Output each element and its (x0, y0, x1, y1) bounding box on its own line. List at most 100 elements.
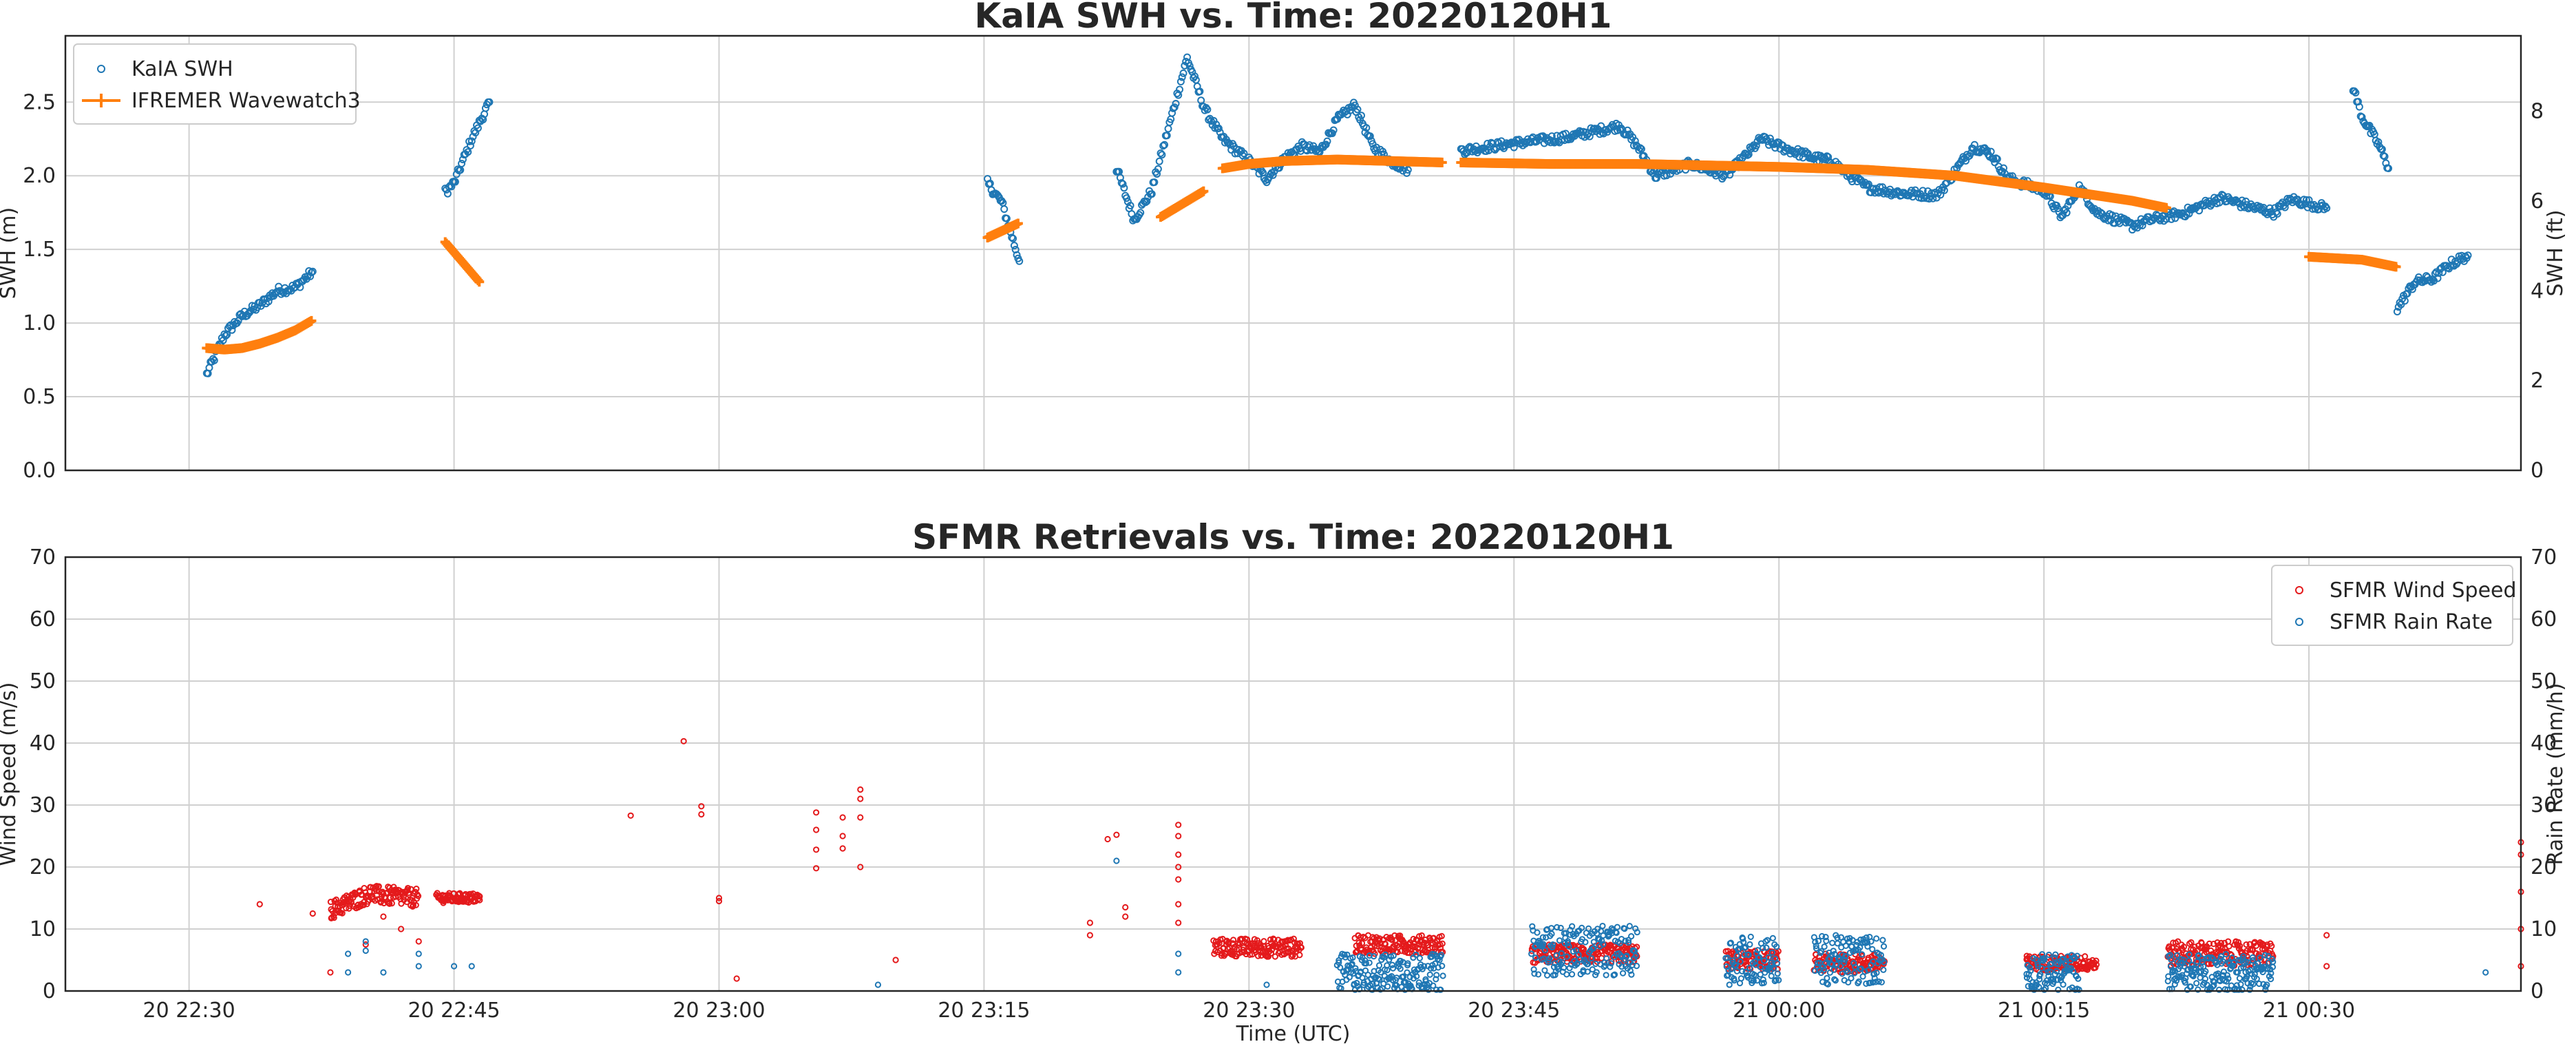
y-right-tick-label: 4 (2531, 279, 2544, 303)
data-point (1824, 153, 1833, 161)
data-point (413, 886, 420, 892)
data-point (1229, 937, 1237, 943)
data-point (1161, 140, 1169, 149)
data-point (2323, 204, 2331, 212)
y-right-tick-label: 8 (2531, 100, 2544, 124)
data-point (1357, 112, 1365, 120)
data-point (2352, 89, 2360, 97)
y-tick-label: 0.5 (23, 385, 56, 409)
data-point (210, 356, 218, 364)
data-point (1296, 952, 1303, 959)
data-point (388, 900, 395, 907)
data-point (2393, 307, 2401, 315)
data-point (1355, 939, 1362, 946)
data-point (2273, 209, 2281, 218)
series-1-marks (202, 154, 2401, 355)
data-point (1126, 201, 1134, 209)
data-point (1120, 184, 1128, 192)
legend-label-wavewatch3: IFREMER Wavewatch3 (131, 89, 361, 113)
data-point (458, 160, 466, 168)
y-tick-label: 2.5 (23, 90, 56, 114)
data-point (1179, 69, 1187, 77)
data-point (2266, 204, 2274, 212)
data-point (1329, 126, 1338, 134)
data-point (228, 326, 236, 334)
data-point (1510, 143, 1518, 152)
data-point (1269, 171, 1277, 179)
data-point (1015, 257, 1024, 265)
data-point (1159, 142, 1168, 150)
data-point (2350, 87, 2358, 95)
data-point (2400, 297, 2409, 305)
data-point (1993, 155, 2001, 163)
data-point (1983, 147, 1992, 155)
data-point (1143, 197, 1151, 205)
swh-left-y-ticks: 0.0 0.5 1.0 1.5 2.0 2.5 (23, 90, 56, 483)
data-point (369, 893, 376, 900)
data-point (307, 269, 315, 277)
data-point (304, 272, 312, 280)
data-point (412, 901, 419, 908)
data-point (1203, 105, 1212, 114)
data-point (346, 902, 353, 909)
data-point (2374, 138, 2383, 146)
swh-right-y-ticks: 0 2 4 6 8 (2531, 100, 2544, 483)
data-point (2403, 289, 2411, 297)
data-point (410, 901, 416, 909)
data-point (1616, 125, 1624, 134)
data-point (1395, 943, 1402, 951)
data-point (1216, 939, 1223, 947)
data-point (1372, 143, 1380, 152)
data-point (222, 332, 230, 340)
data-point (1000, 205, 1009, 213)
data-point (1170, 103, 1179, 112)
data-point (1185, 62, 1194, 70)
data-point (1140, 197, 1148, 205)
data-point (1010, 242, 1018, 250)
data-point (1267, 950, 1275, 957)
swh-legend-box (73, 43, 357, 125)
data-point (2219, 191, 2227, 200)
data-point (332, 896, 339, 904)
series-line (1159, 188, 1207, 220)
data-point (1353, 105, 1362, 114)
data-point (2281, 203, 2289, 211)
y-right-tick-label: 6 (2531, 189, 2544, 213)
data-point (1548, 132, 1556, 140)
sfmr-marks (256, 738, 2524, 993)
data-point (1561, 129, 1570, 138)
data-point (1917, 194, 1925, 202)
data-point (451, 178, 459, 186)
series-line (1461, 159, 2168, 211)
data-point (2062, 209, 2071, 217)
data-point (466, 142, 474, 150)
data-point (456, 890, 463, 897)
y-tick-label: 2.0 (23, 164, 56, 188)
data-point (2358, 113, 2366, 121)
y-tick-label: 1.5 (23, 238, 56, 262)
data-point (2054, 205, 2062, 213)
data-point (1123, 194, 1131, 202)
data-point (360, 901, 367, 908)
data-point (1157, 149, 1165, 157)
data-point (1637, 145, 1645, 153)
data-point (1358, 939, 1366, 947)
data-point (1298, 944, 1305, 951)
swh-axes-frame (64, 34, 2522, 472)
swh-legend: KaIA SWH IFREMER Wavewatch3 (73, 43, 361, 125)
data-point (2108, 211, 2116, 220)
data-point (1282, 941, 1289, 948)
data-point (1158, 151, 1166, 159)
data-point (481, 104, 489, 112)
data-point (1154, 165, 1162, 173)
data-point (464, 148, 472, 156)
data-point (1323, 137, 1331, 145)
y-right-tick-label: 2 (2531, 369, 2544, 393)
data-point (476, 893, 483, 900)
data-point (1202, 103, 1210, 112)
data-point (2167, 215, 2175, 223)
data-point (1002, 214, 1011, 222)
data-point (1418, 932, 1425, 939)
